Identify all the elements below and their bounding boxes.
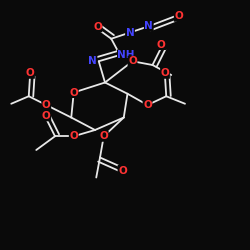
Text: O: O <box>26 68 34 78</box>
Text: O: O <box>143 100 152 110</box>
Text: N: N <box>144 21 153 31</box>
Text: O: O <box>118 166 127 175</box>
Text: O: O <box>70 88 78 98</box>
Text: NH: NH <box>118 50 135 60</box>
Text: O: O <box>70 131 78 141</box>
Text: N: N <box>88 56 97 66</box>
Text: O: O <box>174 11 183 21</box>
Text: O: O <box>42 111 50 121</box>
Text: O: O <box>157 40 166 50</box>
Text: N: N <box>126 28 134 38</box>
Text: O: O <box>100 131 108 141</box>
Text: O: O <box>128 56 137 66</box>
Text: O: O <box>160 68 170 78</box>
Text: O: O <box>42 100 50 110</box>
Text: O: O <box>93 22 102 32</box>
